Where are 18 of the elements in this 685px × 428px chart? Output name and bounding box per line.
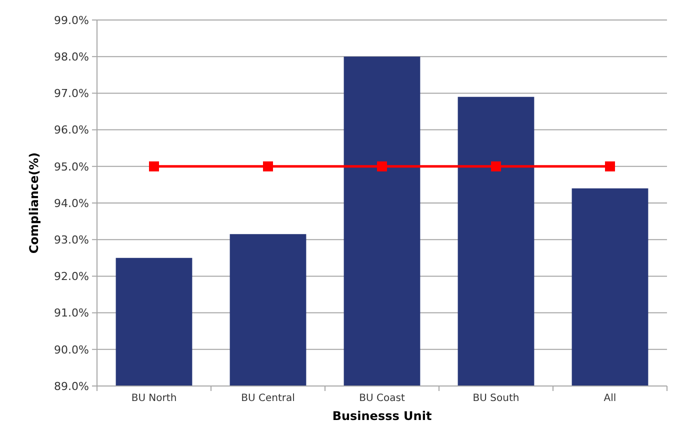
y-tick-label: 95.0% <box>54 160 89 174</box>
y-tick-label: 99.0% <box>54 14 89 27</box>
y-tick-label: 89.0% <box>54 380 89 393</box>
x-tick-label: BU Coast <box>359 393 405 404</box>
x-tick-label: BU Central <box>241 393 295 404</box>
x-tick-label: All <box>604 393 616 404</box>
x-axis-title: Businesss Unit <box>332 409 432 423</box>
y-tick-label: 92.0% <box>54 270 89 284</box>
y-tick-label: 90.0% <box>54 343 89 356</box>
x-tick-label: BU South <box>472 393 520 404</box>
y-tick-label: 91.0% <box>54 306 89 320</box>
y-tick-label: 94.0% <box>54 196 89 210</box>
y-tick-label: 97.0% <box>54 87 89 100</box>
y-axis-title: Compliance(%) <box>27 152 41 254</box>
x-tick-label: BU North <box>131 393 177 404</box>
y-tick-label: 96.0% <box>54 124 89 137</box>
y-tick-label: 98.0% <box>54 50 89 64</box>
y-tick-label: 93.0% <box>54 233 89 246</box>
